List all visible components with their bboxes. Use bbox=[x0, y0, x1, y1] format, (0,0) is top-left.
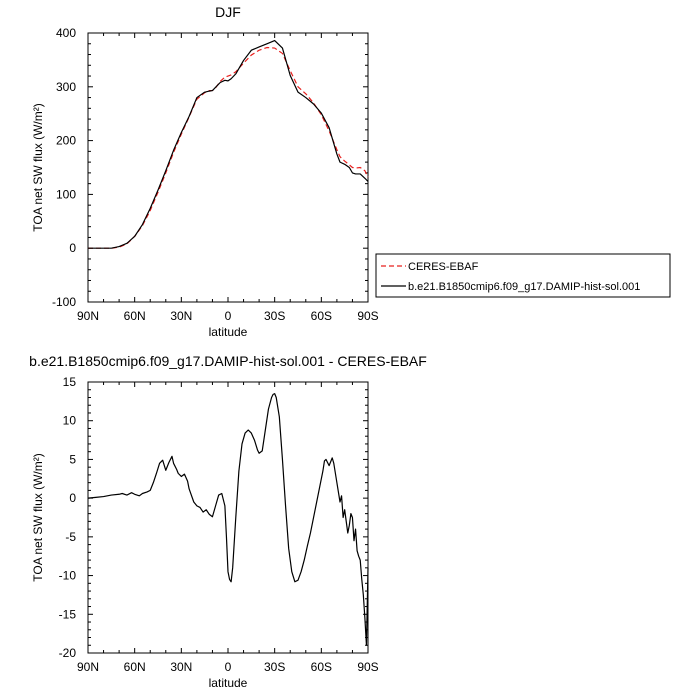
bottom-y-axis-label: TOA net SW flux (W/m²) bbox=[31, 453, 45, 581]
bottom-x-tick-label: 60S bbox=[311, 660, 332, 674]
bottom-y-tick-label: 10 bbox=[63, 414, 77, 428]
top-y-tick-label: -100 bbox=[52, 295, 76, 309]
bottom-plot-frame bbox=[87, 381, 369, 654]
top-y-tick-label: 200 bbox=[56, 134, 76, 148]
top-series-group bbox=[88, 39, 369, 249]
bottom-x-tick-label: 30N bbox=[170, 660, 192, 674]
legend-box bbox=[375, 253, 671, 298]
top-x-tick-label: 30S bbox=[264, 309, 285, 323]
bottom-y-tick-label: 15 bbox=[63, 375, 77, 389]
top-chart: DJF 90N 60N 30N 0 30S 60S 90S -100 0 100 200 300 400… bbox=[31, 4, 671, 339]
top-y-tick-label: 300 bbox=[56, 80, 76, 94]
top-x-tick-label: 30N bbox=[170, 309, 192, 323]
bottom-x-tick-label: 90S bbox=[357, 660, 378, 674]
bottom-chart: b.e21.B1850cmip6.f09_g17.DAMIP-hist-sol.… bbox=[29, 353, 427, 690]
legend-label-b-e21-b1850cmip6-f09-g17-damip-hist-sol-001: b.e21.B1850cmip6.f09_g17.DAMIP-hist-sol.… bbox=[408, 281, 640, 293]
bottom-series-group bbox=[87, 393, 369, 646]
top-chart-title: DJF bbox=[215, 4, 241, 20]
top-x-tick-label: 90S bbox=[357, 309, 378, 323]
bottom-x-tick-label: 30S bbox=[264, 660, 285, 674]
bottom-x-tick-label: 90N bbox=[77, 660, 99, 674]
top-y-tick-label: 0 bbox=[69, 241, 76, 255]
bottom-y-tick-label: 0 bbox=[69, 491, 76, 505]
top-x-tick-label: 90N bbox=[77, 309, 99, 323]
top-x-tick-label: 0 bbox=[225, 309, 232, 323]
top-series-line-b-e21-b1850cmip6-f09-g17-damip-hist-sol-001 bbox=[88, 39, 369, 249]
top-y-tick-label: 400 bbox=[56, 26, 76, 40]
bottom-x-tick-label: 60N bbox=[124, 660, 146, 674]
top-x-axis-label: latitude bbox=[209, 325, 248, 339]
top-x-tick-label: 60S bbox=[311, 309, 332, 323]
bottom-y-tick-label: -15 bbox=[59, 607, 77, 621]
top-plot-frame bbox=[87, 32, 369, 303]
top-y-axis-label: TOA net SW flux (W/m²) bbox=[31, 103, 45, 231]
bottom-x-axis-label: latitude bbox=[209, 676, 248, 690]
top-series-line-ceres-ebaf bbox=[88, 46, 369, 249]
bottom-y-tick-label: 5 bbox=[69, 452, 76, 466]
bottom-ticks: 90N 60N 30N 0 30S 60S 90S -20 -15 -10 -5 0 5 10 15 bbox=[59, 375, 379, 674]
bottom-y-tick-label: -20 bbox=[59, 646, 77, 660]
top-y-tick-label: 100 bbox=[56, 187, 76, 201]
top-legend: CERES-EBAF b.e21.B1850cmip6.f09_g17.DAMIP… bbox=[375, 253, 671, 298]
bottom-chart-title: b.e21.B1850cmip6.f09_g17.DAMIP-hist-sol.… bbox=[29, 353, 427, 369]
top-x-tick-label: 60N bbox=[124, 309, 146, 323]
legend-label-ceres-ebaf: CERES-EBAF bbox=[408, 261, 479, 273]
bottom-series-line-1 bbox=[87, 393, 369, 646]
bottom-y-tick-label: -10 bbox=[59, 569, 77, 583]
bottom-y-tick-label: -5 bbox=[65, 530, 76, 544]
top-ticks: 90N 60N 30N 0 30S 60S 90S -100 0 100 200 300 400 bbox=[52, 26, 379, 323]
bottom-x-tick-label: 0 bbox=[225, 660, 232, 674]
